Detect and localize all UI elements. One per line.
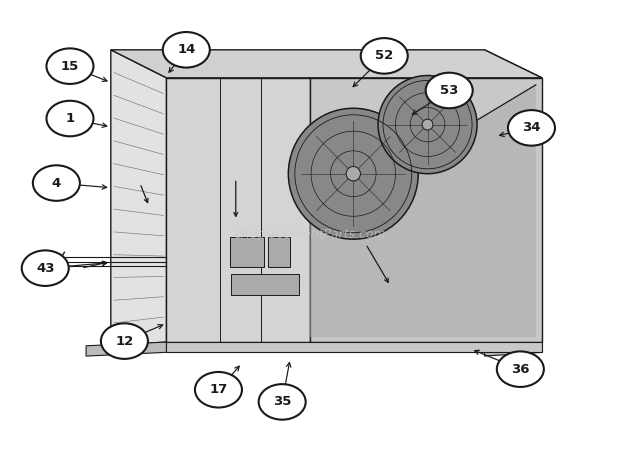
Text: 53: 53 [440, 84, 458, 97]
Polygon shape [484, 50, 542, 346]
Polygon shape [111, 50, 542, 78]
Text: 14: 14 [177, 43, 195, 56]
Bar [231, 274, 299, 295]
Text: 36: 36 [511, 363, 529, 376]
Text: 17: 17 [210, 383, 228, 396]
Polygon shape [310, 85, 536, 337]
Text: 35: 35 [273, 395, 291, 408]
Text: 34: 34 [522, 121, 541, 135]
Circle shape [361, 38, 408, 74]
Circle shape [497, 351, 544, 387]
Bar [268, 237, 290, 267]
Ellipse shape [378, 76, 477, 174]
Text: 1: 1 [66, 112, 74, 125]
Circle shape [46, 48, 94, 84]
Ellipse shape [422, 119, 433, 130]
Circle shape [22, 250, 69, 286]
Text: 43: 43 [36, 262, 55, 275]
Polygon shape [167, 342, 542, 352]
Polygon shape [167, 78, 310, 342]
Circle shape [163, 32, 210, 68]
Bar [229, 237, 264, 267]
Circle shape [101, 323, 148, 359]
Circle shape [195, 372, 242, 408]
Circle shape [259, 384, 306, 420]
Ellipse shape [288, 108, 418, 239]
Text: eReplacementParts.com: eReplacementParts.com [234, 228, 386, 241]
Text: 4: 4 [51, 176, 61, 189]
Ellipse shape [346, 166, 360, 181]
Circle shape [508, 110, 555, 146]
Text: 12: 12 [115, 334, 133, 348]
Circle shape [33, 165, 80, 201]
Polygon shape [484, 342, 542, 356]
Circle shape [46, 101, 94, 136]
Text: 15: 15 [61, 60, 79, 73]
Polygon shape [111, 50, 167, 346]
Circle shape [426, 73, 472, 108]
Text: 52: 52 [375, 49, 393, 62]
Polygon shape [310, 78, 542, 342]
Polygon shape [86, 342, 167, 356]
